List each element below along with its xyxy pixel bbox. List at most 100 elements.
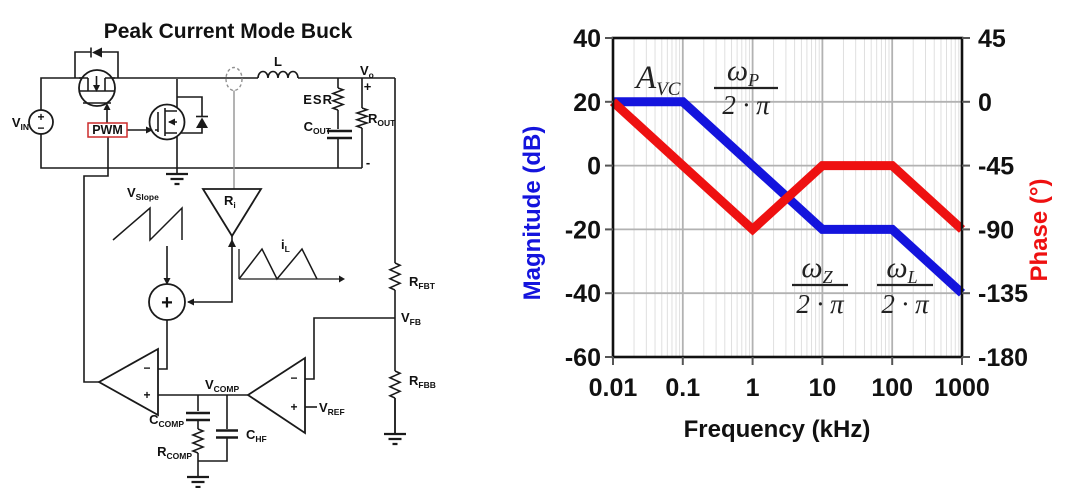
rfbb-label: RFBB (409, 373, 436, 390)
magnitude-tick-label: -60 (565, 344, 601, 372)
pwm-comparator: − + (97, 347, 159, 417)
ground-symbol (187, 475, 209, 488)
grid (613, 38, 962, 357)
plot-frame (611, 36, 964, 359)
esr-resistor (330, 87, 346, 111)
vslope-label: VSlope (127, 185, 159, 202)
buck-schematic-panel: Peak Current Mode Buck (0, 0, 500, 488)
left-arrow-icon (187, 298, 194, 306)
phase-tick-label: -45 (978, 153, 1014, 181)
up-arrow-icon (103, 103, 111, 110)
svg-text:ωZ: ωZ (801, 251, 833, 287)
rcomp-resistor (190, 428, 206, 454)
pwm-label: PWM (92, 123, 123, 137)
bode-plot: 0.01 0.1 1 10 100 1000 40 20 0 -20 -40 -60 45 0 -45 -… (519, 25, 1053, 443)
inductor-current-waveform (238, 247, 345, 283)
vo-label: Vo (360, 63, 374, 80)
summing-junction: + (148, 278, 194, 321)
ri-label: Ri (224, 193, 236, 210)
cout-label: COUT (304, 119, 332, 136)
error-amplifier: − + (246, 356, 306, 435)
magnitude-tick-label: -20 (565, 216, 601, 244)
x-tick-label: 1 (746, 374, 760, 402)
curves (609, 97, 966, 297)
schematic-title: Peak Current Mode Buck (104, 20, 353, 43)
right-tick-labels: 45 0 -45 -90 -135 -180 (978, 25, 1028, 372)
phase-curve (609, 98, 966, 236)
cout-capacitor (327, 129, 352, 140)
magnitude-axis-title: Magnitude (dB) (519, 126, 546, 301)
rout-resistor (354, 107, 370, 129)
x-tick-label: 10 (808, 374, 836, 402)
ccomp-capacitor (186, 411, 210, 422)
x-tick-label: 0.01 (589, 374, 638, 402)
right-arrow-icon (339, 275, 345, 283)
vo-minus-label: - (366, 155, 370, 170)
magnitude-tick-label: 20 (573, 89, 601, 117)
phase-tick-label: -90 (978, 216, 1014, 244)
axis-ticks (605, 37, 970, 365)
annotation-inductor-pole-frequency: ωL 2 · π (877, 251, 933, 319)
svg-text:AVC: AVC (634, 60, 681, 100)
vcomp-label: VCOMP (205, 377, 240, 394)
low-side-mosfet (148, 79, 208, 168)
magnitude-curve (613, 97, 966, 297)
svg-text:2 · π: 2 · π (722, 90, 771, 120)
right-arrow-icon (146, 126, 153, 134)
comparator-minus-sign: − (143, 361, 150, 375)
phase-tick-label: 45 (978, 25, 1006, 53)
x-tick-label: 100 (871, 374, 913, 402)
vo-plus-label: + (364, 79, 372, 94)
rfbb-resistor (388, 370, 402, 399)
annotation-gain: AVC (634, 60, 681, 100)
bode-plot-panel: 0.01 0.1 1 10 100 1000 40 20 0 -20 -40 -60 45 0 -45 -… (500, 0, 1089, 488)
annotation-zero-frequency: ωZ 2 · π (792, 251, 848, 319)
down-arrow-icon (163, 278, 171, 285)
il-label: iL (281, 237, 290, 254)
svg-text:2 · π: 2 · π (881, 289, 930, 319)
rfbt-label: RFBT (409, 274, 436, 291)
wires (40, 70, 396, 477)
pwm-block: PWM (87, 122, 128, 138)
ground-symbol (384, 432, 406, 446)
x-tick-label: 1000 (934, 374, 990, 402)
body-diode-icon (92, 47, 102, 58)
svg-text:2 · π: 2 · π (796, 289, 845, 319)
high-side-mosfet (74, 47, 119, 107)
vin-plus-sign: + (37, 110, 44, 124)
chf-capacitor (216, 429, 238, 439)
ground-symbol (166, 172, 188, 186)
rcomp-label: RCOMP (157, 444, 192, 461)
inductor-symbol (257, 70, 299, 79)
inductor-label: L (274, 54, 282, 69)
x-tick-label: 0.1 (665, 374, 700, 402)
phase-tick-label: -135 (978, 280, 1028, 308)
x-axis-title: Frequency (kHz) (684, 416, 871, 443)
chf-label: CHF (246, 427, 267, 444)
left-tick-labels: 40 20 0 -20 -40 -60 (565, 25, 601, 372)
vref-label: VREF (319, 400, 345, 417)
error-amp-plus-sign: + (290, 400, 297, 414)
esr-label: ESR (303, 92, 333, 107)
slope-waveform (112, 206, 183, 242)
vin-source: + − (28, 109, 54, 135)
annotation-pole-frequency: ωP 2 · π (714, 54, 778, 120)
comparator-plus-sign: + (143, 388, 150, 402)
rout-label: ROUT (368, 111, 396, 128)
rfbt-resistor (388, 262, 402, 291)
sum-plus-sign: + (161, 292, 173, 314)
magnitude-tick-label: 0 (587, 153, 601, 181)
phase-tick-label: 0 (978, 89, 992, 117)
magnitude-tick-label: -40 (565, 280, 601, 308)
vfb-label: VFB (401, 310, 421, 327)
magnitude-tick-label: 40 (573, 25, 601, 53)
current-sense-ellipse (225, 66, 243, 92)
vin-minus-sign: − (37, 121, 44, 135)
buck-schematic: Peak Current Mode Buck (12, 20, 436, 488)
ccomp-label: CCOMP (149, 412, 184, 429)
vin-label: VIN (12, 115, 29, 132)
current-sense-amp: Ri (201, 188, 263, 247)
svg-text:ωL: ωL (886, 251, 917, 287)
error-amp-minus-sign: − (290, 371, 297, 385)
